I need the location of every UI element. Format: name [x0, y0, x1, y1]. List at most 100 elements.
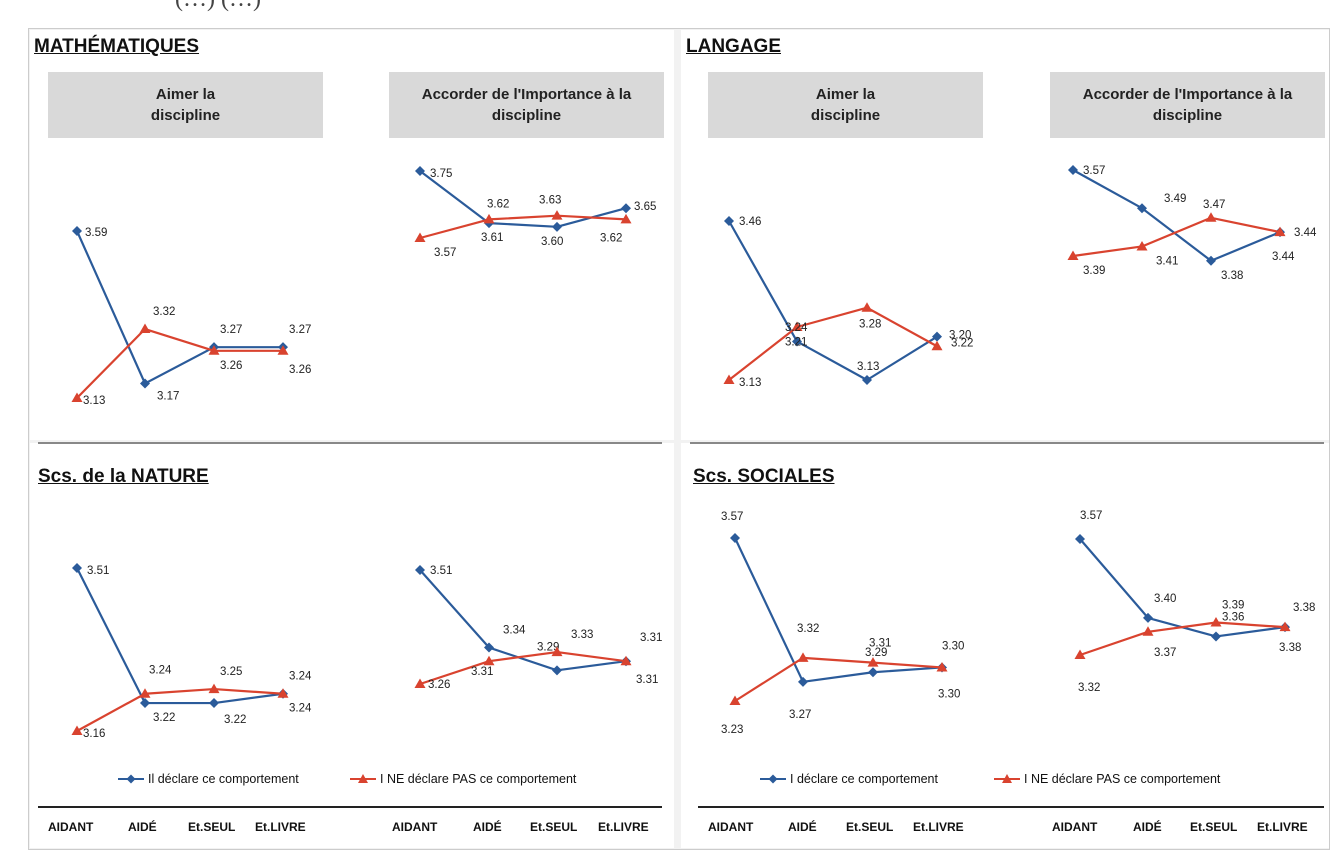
data-point-marker	[551, 210, 563, 220]
series-line	[419, 569, 627, 672]
series-line	[1072, 216, 1281, 258]
data-point-marker	[552, 665, 562, 676]
data-point-marker	[1075, 534, 1085, 544]
legend-item-blue-left: Il déclare ce comportement	[118, 772, 299, 786]
data-label: 3.63	[539, 195, 561, 207]
legend-blue-diamond-icon	[118, 774, 144, 784]
data-point-marker	[72, 226, 82, 236]
category-label: Et.LIVRE	[255, 820, 306, 834]
category-label: Et.SEUL	[188, 820, 236, 834]
data-point-marker	[552, 221, 562, 232]
series-line	[419, 214, 627, 240]
series-line	[76, 327, 283, 399]
data-label: 3.57	[721, 511, 743, 523]
legend-red-triangle-icon	[994, 774, 1020, 783]
category-label: AIDANT	[48, 820, 94, 834]
data-label: 3.22	[224, 714, 246, 726]
data-label: 3.32	[1078, 682, 1100, 694]
data-point-marker	[483, 655, 495, 666]
legend-item-blue-right: I déclare ce comportement	[760, 772, 938, 786]
data-point-marker	[1210, 617, 1222, 627]
category-label: AIDANT	[392, 820, 438, 834]
data-point-marker	[1136, 240, 1148, 251]
data-label: 3.31	[869, 638, 891, 650]
data-label: 3.37	[1154, 647, 1176, 659]
baseline-right	[698, 806, 1324, 808]
data-label: 3.27	[789, 709, 811, 721]
data-label: 3.28	[859, 319, 881, 331]
data-label: 3.36	[1222, 611, 1244, 623]
legend-label-blue: I déclare ce comportement	[790, 772, 938, 786]
category-label: AIDÉ	[788, 820, 817, 834]
category-label: Et.SEUL	[1190, 820, 1238, 834]
data-label: 3.27	[220, 324, 242, 336]
series-line	[76, 687, 284, 732]
data-point-marker	[620, 213, 632, 224]
data-label: 3.32	[797, 623, 819, 635]
data-point-marker	[791, 321, 803, 331]
data-point-marker	[277, 688, 289, 698]
data-point-marker	[208, 345, 220, 355]
separator-right	[690, 442, 1324, 444]
data-label: 3.46	[739, 216, 761, 228]
data-point-marker	[209, 698, 219, 709]
category-label: AIDÉ	[128, 820, 157, 834]
data-label: 3.44	[1272, 251, 1295, 263]
series-line	[734, 656, 943, 702]
data-label: 3.30	[938, 688, 960, 700]
data-label: 3.34	[503, 625, 526, 637]
data-label: 3.23	[721, 724, 743, 736]
subject-title-sociales: Scs. SOCIALES	[693, 466, 835, 487]
data-label: 3.31	[471, 666, 493, 678]
data-point-marker	[140, 698, 150, 709]
top-caption: (…) (…)	[175, 0, 1105, 16]
subject-title-math: MATHÉMATIQUES	[34, 36, 200, 57]
data-point-marker	[71, 725, 83, 735]
data-label: 3.75	[430, 168, 452, 180]
data-label: 3.59	[85, 227, 107, 239]
data-point-marker	[140, 378, 150, 389]
data-label: 3.29	[865, 647, 887, 659]
data-label: 3.21	[785, 336, 807, 348]
header-aimer-lang: Aimer la discipline	[708, 72, 983, 138]
data-point-marker	[1211, 631, 1221, 642]
data-label: 3.13	[857, 361, 879, 373]
data-point-marker	[936, 661, 948, 672]
data-point-marker	[1142, 626, 1154, 636]
data-label: 3.26	[220, 360, 242, 372]
data-label: 3.27	[289, 324, 311, 336]
data-label: 3.22	[951, 338, 973, 350]
data-point-marker	[208, 683, 220, 694]
data-label: 3.51	[87, 565, 109, 577]
data-label: 3.26	[289, 364, 311, 376]
data-point-marker	[1206, 255, 1216, 266]
data-label: 3.31	[640, 632, 662, 644]
data-label: 3.49	[1164, 193, 1186, 205]
data-point-marker	[484, 642, 494, 653]
data-point-marker	[277, 345, 289, 355]
legend-red-triangle-icon	[350, 774, 376, 783]
series-line	[728, 220, 938, 382]
data-label: 3.31	[636, 674, 658, 686]
data-point-marker	[1279, 621, 1291, 632]
data-point-marker	[862, 375, 872, 385]
data-label: 3.38	[1279, 642, 1301, 654]
data-label: 3.25	[220, 666, 242, 678]
header-aimer-math: Aimer la discipline	[48, 72, 323, 138]
subject-title-nature: Scs. de la NATURE	[38, 466, 209, 487]
data-label: 3.61	[481, 232, 503, 244]
series-line	[1079, 621, 1286, 657]
data-label: 3.22	[153, 712, 175, 724]
series-line	[734, 537, 943, 683]
data-point-marker	[730, 533, 740, 543]
series-line	[419, 650, 627, 686]
data-point-marker	[1067, 250, 1079, 260]
data-label: 3.57	[434, 247, 456, 259]
data-label: 3.62	[487, 198, 509, 210]
data-label: 3.60	[541, 236, 563, 248]
data-label: 3.17	[157, 390, 179, 402]
data-point-marker	[792, 336, 802, 347]
data-label: 3.57	[1080, 510, 1102, 522]
legend-item-red-right: I NE déclare PAS ce comportement	[994, 772, 1220, 786]
